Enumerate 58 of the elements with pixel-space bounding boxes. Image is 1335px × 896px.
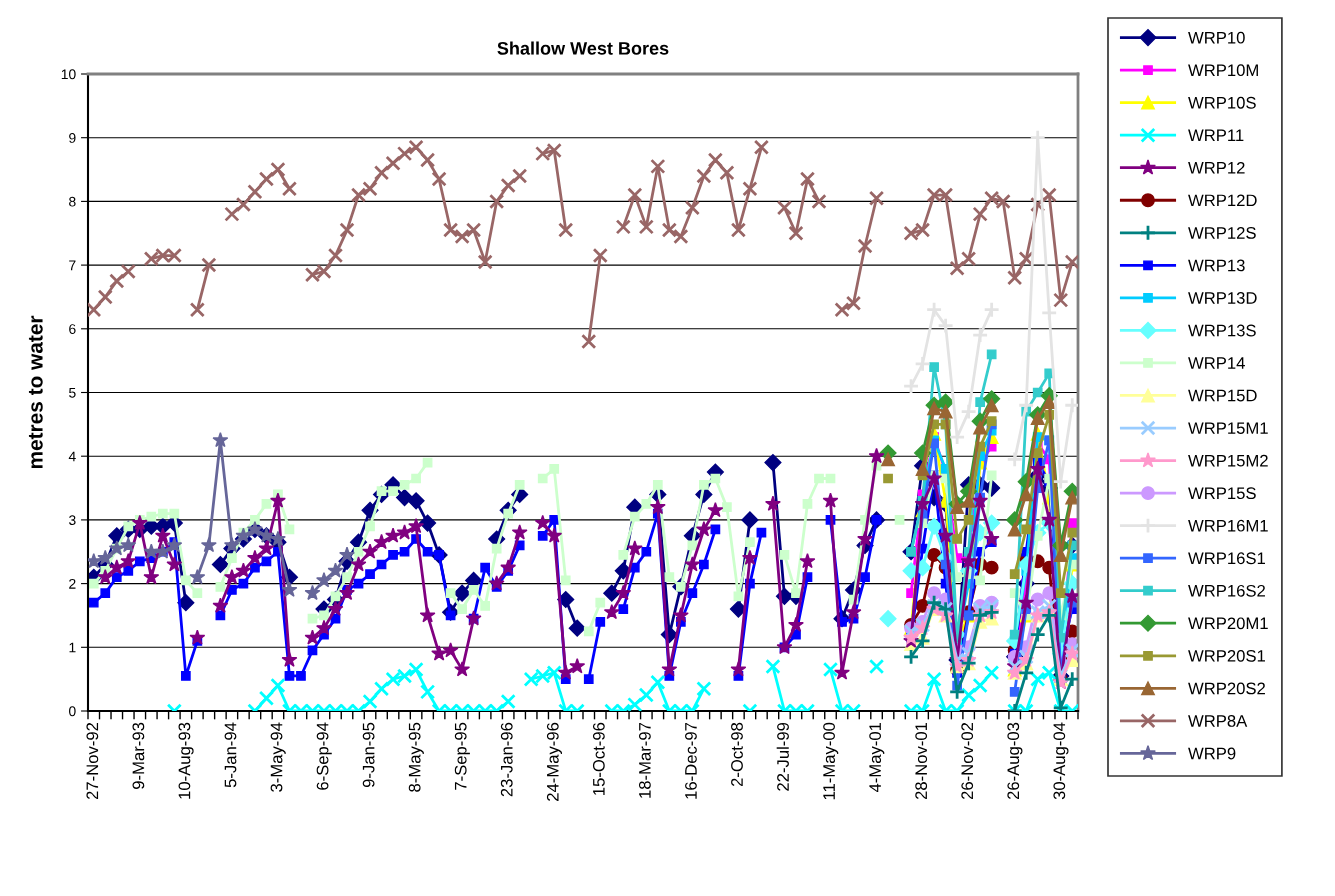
y-tick-label: 1: [69, 642, 76, 653]
y-tick-label: 7: [69, 260, 76, 271]
x-tick-label: 22-Jul-99: [776, 722, 789, 791]
legend-label: WRP16S2: [1188, 584, 1265, 597]
legend-label: WRP20S1: [1188, 649, 1265, 662]
x-tick-label: 10-Aug-93: [178, 722, 194, 799]
x-tick-label: 24-May-96: [546, 722, 562, 801]
legend-label: WRP16M1: [1188, 519, 1268, 532]
y-tick-label: 9: [69, 133, 76, 143]
legend-label: WRP14: [1188, 357, 1245, 369]
x-tick-label: 2-Oct-98: [731, 722, 743, 787]
legend-label: WRP13: [1188, 259, 1245, 272]
y-axis-title: metres to water: [28, 315, 43, 469]
chart-title: Shallow West Bores: [497, 41, 669, 55]
legend-label: WRP20M1: [1188, 617, 1268, 630]
y-tick-label: 4: [68, 451, 76, 462]
legend-label: WRP11: [1188, 129, 1244, 142]
legend-label: WRP12D: [1188, 194, 1257, 207]
legend-label: WRP15D: [1188, 389, 1257, 402]
x-tick-label: 27-Nov-92: [86, 722, 99, 800]
x-tick-label: 8-May-95: [408, 722, 424, 792]
x-tick-label: 16-Dec-97: [685, 722, 697, 799]
legend-label: WRP8A: [1188, 715, 1248, 727]
x-tick-label: 23-Jan-96: [500, 722, 513, 797]
x-tick-label: 6-Sep-94: [316, 722, 332, 790]
legend-label: WRP15M2: [1188, 454, 1268, 467]
x-tick-label: 5-Jan-94: [224, 722, 237, 788]
legend-label: WRP12: [1188, 161, 1245, 174]
legend-label: WRP10: [1188, 31, 1245, 44]
legend-label: WRP13D: [1188, 292, 1257, 304]
x-tick-label: 15-Oct-96: [592, 722, 605, 795]
legend-label: WRP10M: [1188, 64, 1258, 77]
x-tick-label: 26-Nov-02: [961, 722, 974, 800]
y-tick-label: 2: [69, 578, 76, 589]
legend-label: WRP16S1: [1188, 552, 1265, 565]
y-tick-label: 8: [69, 196, 76, 207]
legend-label: WRP20S2: [1188, 682, 1265, 695]
x-tick-label: 18-Mar-97: [638, 722, 651, 798]
legend-label: WRP15M1: [1188, 422, 1268, 435]
x-tick-label: 3-May-94: [270, 722, 286, 792]
x-tick-label: 30-Aug-04: [1053, 722, 1069, 800]
legend-label: WRP10S: [1188, 96, 1256, 109]
legend-label: WRP15S: [1188, 487, 1256, 500]
legend-label: WRP9: [1188, 747, 1236, 760]
x-tick-label: 26-Aug-03: [1007, 722, 1023, 800]
y-tick-label: 6: [69, 324, 76, 334]
x-tick-label: 28-Nov-01: [915, 722, 928, 800]
legend-label: WRP12S: [1188, 226, 1256, 239]
y-tick-label: 0: [69, 706, 76, 717]
y-tick-label: 10: [61, 69, 76, 80]
x-tick-label: 4-May-01: [869, 722, 885, 793]
x-tick-label: 9-Mar-93: [132, 722, 145, 789]
x-tick-label: 7-Sep-95: [454, 722, 470, 790]
y-tick-label: 5: [69, 387, 76, 398]
legend-label: WRP13S: [1188, 324, 1256, 337]
y-tick-label: 3: [69, 515, 76, 526]
x-tick-label: 9-Jan-95: [362, 722, 375, 788]
x-tick-label: 11-May-00: [823, 722, 839, 800]
